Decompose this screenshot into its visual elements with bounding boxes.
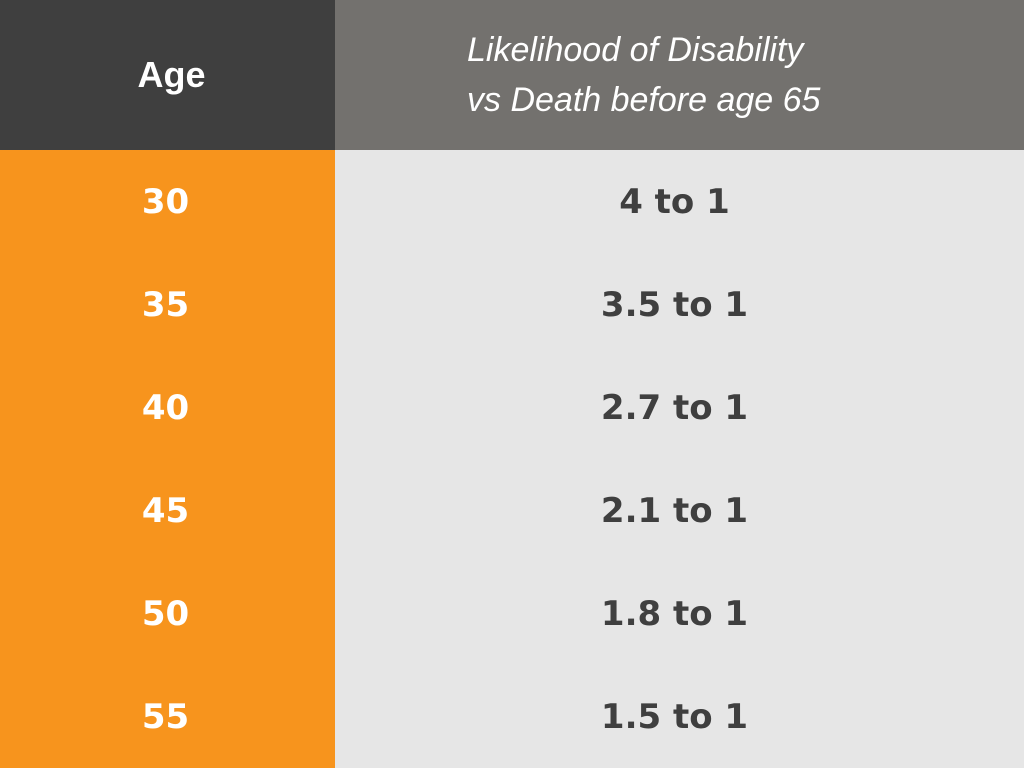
age-column-header: Age [0, 0, 335, 150]
age-cell: 50 [141, 593, 190, 634]
likelihood-column: 4 to 1 3.5 to 1 2.7 to 1 2.1 to 1 1.8 to… [335, 150, 1024, 768]
likelihood-header-line-2: vs Death before age 65 [467, 81, 821, 119]
age-cell: 40 [141, 387, 190, 428]
likelihood-header-line-1: Likelihood of Disability [467, 31, 804, 69]
likelihood-column-header: Likelihood of Disability vs Death before… [335, 0, 1024, 150]
ratio-cell: 4 to 1 [619, 181, 730, 222]
age-cell: 45 [141, 490, 190, 531]
ratio-cell: 3.5 to 1 [600, 284, 749, 325]
ratio-cell: 1.5 to 1 [600, 696, 749, 737]
age-cell: 30 [141, 181, 190, 222]
ratio-cell: 2.1 to 1 [600, 490, 749, 531]
age-header-label: Age [137, 54, 206, 95]
age-cell: 55 [141, 696, 190, 737]
age-column: 30 35 40 45 50 55 [0, 150, 335, 768]
age-cell: 35 [141, 284, 190, 325]
ratio-cell: 1.8 to 1 [600, 593, 749, 634]
ratio-cell: 2.7 to 1 [600, 387, 749, 428]
